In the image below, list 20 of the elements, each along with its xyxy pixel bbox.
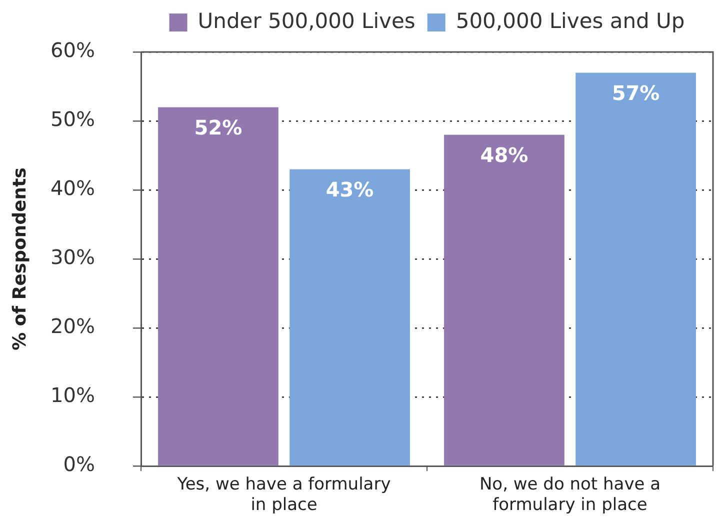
data-label: 48% <box>480 143 528 168</box>
x-tick-label: Yes, we have a formulary in place <box>176 474 391 516</box>
y-tick-label: 20% <box>50 314 95 338</box>
data-label: 52% <box>194 115 242 140</box>
bar <box>444 134 564 466</box>
x-tick-label: No, we do not have a formulary in place <box>479 474 661 516</box>
legend-label: Under 500,000 Lives <box>198 8 416 33</box>
y-tick-label: 0% <box>63 452 95 476</box>
y-tick-label: 40% <box>50 176 95 200</box>
bar <box>576 72 696 466</box>
bar <box>290 169 410 466</box>
data-label: 57% <box>612 80 660 105</box>
bar <box>158 107 278 466</box>
y-axis-title: % of Respondents <box>9 168 30 350</box>
data-label: 43% <box>326 178 374 202</box>
legend-label: 500,000 Lives and Up <box>456 8 685 33</box>
y-tick-label: 60% <box>50 38 95 62</box>
y-tick-label: 50% <box>50 107 95 132</box>
y-tick-label: 10% <box>50 383 95 408</box>
y-tick-label: 30% <box>50 245 95 270</box>
